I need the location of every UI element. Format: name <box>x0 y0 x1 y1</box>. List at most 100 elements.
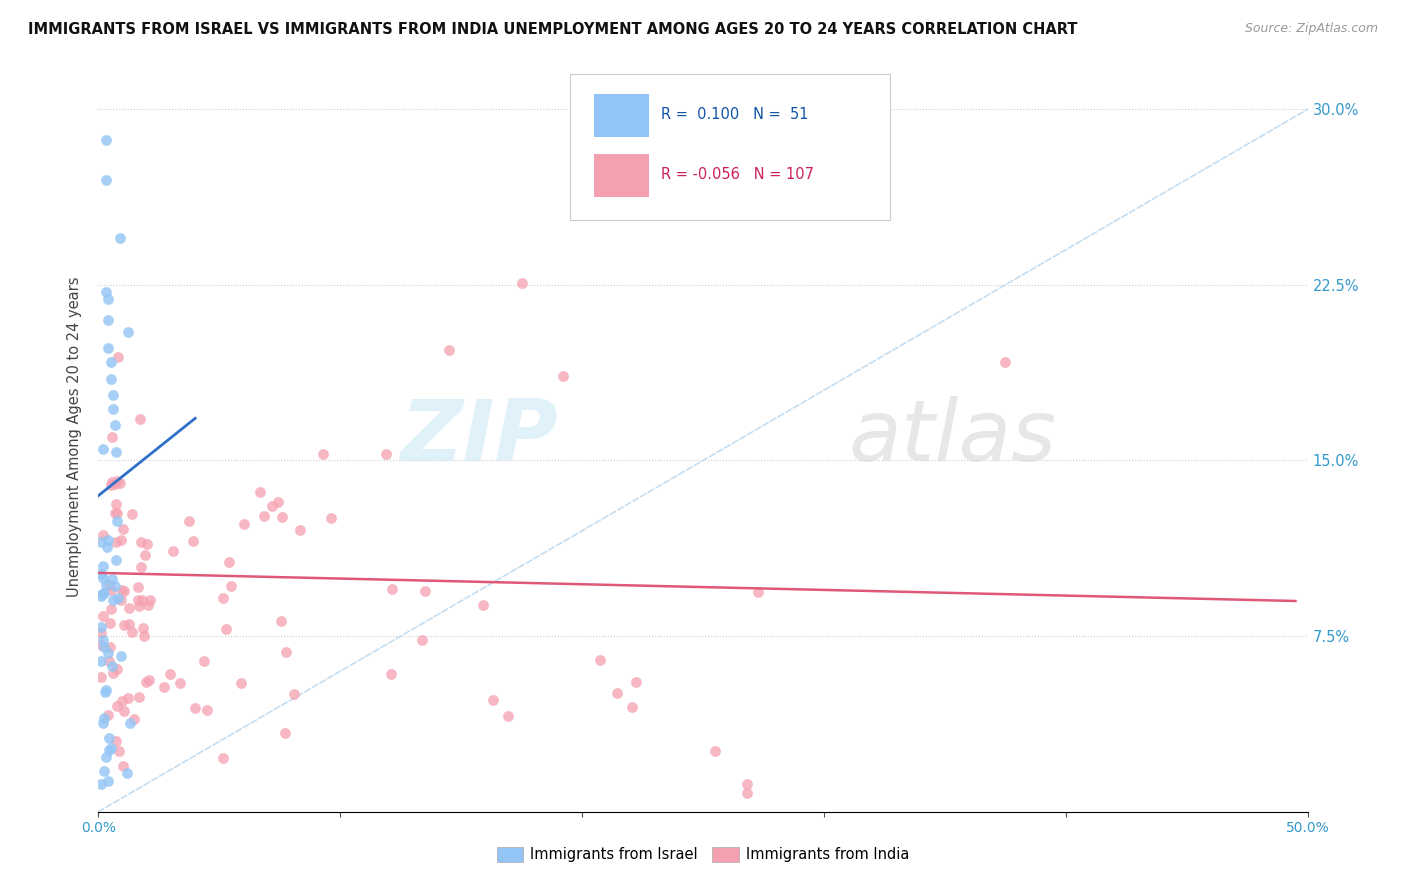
Point <box>380 666 402 681</box>
Point <box>471 599 494 613</box>
Point <box>252 508 274 523</box>
Point <box>218 555 240 569</box>
Text: IMMIGRANTS FROM ISRAEL VS IMMIGRANTS FROM INDIA UNEMPLOYMENT AMONG AGES 20 TO 24: IMMIGRANTS FROM ISRAEL VS IMMIGRANTS FRO… <box>28 22 1077 37</box>
Point <box>233 516 256 531</box>
Point <box>481 693 503 707</box>
Point <box>115 766 138 780</box>
Point <box>100 478 122 492</box>
Point <box>104 552 127 566</box>
FancyBboxPatch shape <box>595 94 648 137</box>
Point <box>100 371 122 385</box>
Point <box>134 548 156 562</box>
Point <box>100 572 122 586</box>
Y-axis label: Unemployment Among Ages 20 to 24 years: Unemployment Among Ages 20 to 24 years <box>67 277 83 598</box>
Point <box>98 640 121 654</box>
Point <box>411 633 433 648</box>
Point <box>212 591 235 606</box>
Point <box>510 276 533 290</box>
Point <box>98 654 121 668</box>
Point <box>101 666 124 681</box>
Point <box>101 593 124 607</box>
Point <box>91 559 114 574</box>
Point <box>97 313 120 327</box>
Point <box>96 541 118 555</box>
Point <box>747 585 769 599</box>
Point <box>288 524 311 538</box>
Point <box>105 506 128 520</box>
Point <box>127 580 149 594</box>
Point <box>138 592 160 607</box>
Point <box>90 625 112 640</box>
Point <box>97 646 120 660</box>
Point <box>101 475 124 489</box>
Point <box>274 726 297 740</box>
Point <box>91 571 114 585</box>
Point <box>100 355 122 369</box>
Text: atlas: atlas <box>848 395 1056 479</box>
Point <box>211 751 233 765</box>
Point <box>107 591 129 605</box>
Point <box>93 442 115 456</box>
Point <box>127 593 149 607</box>
Point <box>704 744 727 758</box>
Point <box>159 667 181 681</box>
Point <box>93 640 115 654</box>
Point <box>90 638 112 652</box>
Point <box>624 675 647 690</box>
Point <box>136 598 159 612</box>
Point <box>132 622 155 636</box>
Point <box>413 584 436 599</box>
Point <box>135 537 157 551</box>
Point <box>108 231 131 245</box>
Point <box>121 508 143 522</box>
Point <box>589 653 612 667</box>
Point <box>134 629 156 643</box>
Point <box>93 711 115 725</box>
Point <box>93 764 115 778</box>
Point <box>105 445 128 459</box>
Point <box>90 589 112 603</box>
Text: Source: ZipAtlas.com: Source: ZipAtlas.com <box>1244 22 1378 36</box>
Point <box>249 485 271 500</box>
Point <box>183 701 205 715</box>
Point <box>90 777 112 791</box>
Point <box>107 351 129 365</box>
Point <box>104 477 127 491</box>
Point <box>128 599 150 614</box>
Point <box>496 709 519 723</box>
Point <box>100 582 122 597</box>
Point <box>262 500 284 514</box>
Point <box>129 412 152 426</box>
Point <box>90 670 112 684</box>
Point <box>266 495 288 509</box>
Point <box>177 514 200 528</box>
Point <box>93 528 115 542</box>
Point <box>105 698 128 713</box>
Point <box>94 682 117 697</box>
Point <box>94 285 117 299</box>
Point <box>117 325 139 339</box>
Point <box>94 133 117 147</box>
Point <box>111 522 134 536</box>
Point <box>169 675 191 690</box>
Point <box>270 614 292 628</box>
Point <box>735 786 758 800</box>
Point <box>93 633 115 648</box>
Point <box>135 675 157 690</box>
Point <box>121 624 143 639</box>
Point <box>112 618 135 632</box>
Point <box>129 535 152 549</box>
Point <box>274 645 297 659</box>
Point <box>117 691 139 706</box>
Point <box>229 676 252 690</box>
Point <box>621 699 644 714</box>
Point <box>105 497 128 511</box>
Point <box>105 662 128 676</box>
Point <box>152 680 174 694</box>
Point <box>215 622 238 636</box>
Point <box>131 592 153 607</box>
Point <box>93 586 115 600</box>
Point <box>437 343 460 358</box>
Point <box>100 430 122 444</box>
Point <box>181 533 204 548</box>
